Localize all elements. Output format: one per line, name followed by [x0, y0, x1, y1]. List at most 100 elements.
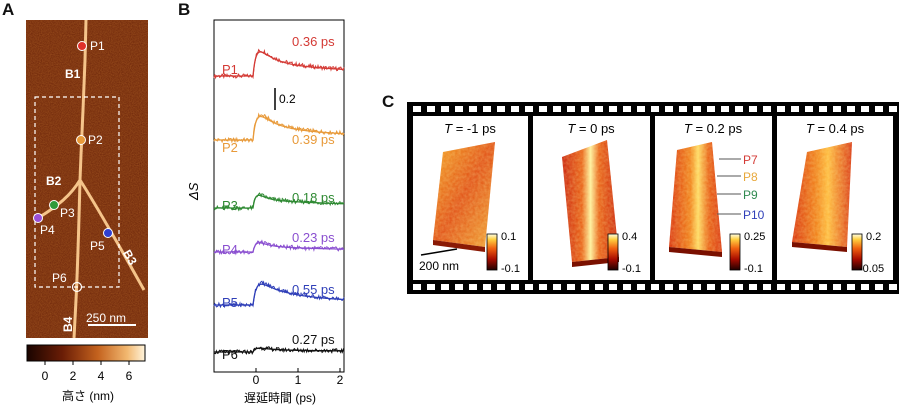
colorbar-frame-2: 0.4 -0.1 — [607, 231, 641, 275]
fit-p4 — [214, 242, 344, 253]
svg-text:P9: P9 — [743, 188, 758, 202]
sprocket-hole — [847, 106, 855, 112]
tau-label-p4: 0.23 ps — [292, 230, 335, 245]
sprocket-hole — [525, 106, 533, 112]
colorbar-label: 高さ (nm) — [62, 388, 114, 403]
sprocket-hole — [483, 106, 491, 112]
cb-bottom: -0.1 — [622, 263, 641, 275]
sprocket-hole — [847, 284, 855, 290]
afm-topography-image: B1 B2 B3 B4 P1 P2 P3 P4 P5 P6 250 nm — [26, 20, 148, 338]
fit-p1 — [214, 51, 344, 77]
sprocket-hole — [427, 106, 435, 112]
fit-p2 — [214, 115, 345, 141]
branch-label-b3: B3 — [120, 247, 140, 268]
pointer-p10: P10 — [717, 208, 765, 222]
surface-t-0-4 — [792, 142, 852, 252]
trace-label-p6: P6 — [222, 347, 238, 362]
colorbar-frame-1: 0.1 -0.1 — [486, 231, 520, 275]
sprocket-hole — [721, 284, 729, 290]
svg-text:P10: P10 — [743, 208, 765, 222]
point-label-p2: P2 — [88, 133, 103, 147]
branch-label-b2: B2 — [46, 174, 62, 188]
sprocket-hole — [889, 106, 897, 112]
sprocket-hole — [651, 106, 659, 112]
sprocket-hole — [889, 284, 897, 290]
sprocket-hole — [749, 284, 757, 290]
sprocket-hole — [637, 106, 645, 112]
sprocket-hole — [609, 284, 617, 290]
trace-label-p2: P2 — [222, 140, 238, 155]
cb-top: 0.25 — [744, 231, 765, 243]
svg-text:P8: P8 — [743, 170, 758, 184]
x-tick-label: 2 — [337, 373, 344, 387]
amplitude-scalebar-label: 0.2 — [279, 92, 296, 106]
pointer-p8: P8 — [717, 170, 758, 184]
sprocket-hole — [679, 284, 687, 290]
sprocket-hole — [735, 284, 743, 290]
sprocket-hole — [721, 106, 729, 112]
sprocket-hole — [833, 106, 841, 112]
sprocket-hole — [497, 284, 505, 290]
colorbar-tick: 0 — [42, 369, 49, 383]
x-tick-label: 0 — [253, 373, 260, 387]
sprocket-hole — [637, 284, 645, 290]
sprocket-hole — [455, 106, 463, 112]
trace-label-p1: P1 — [222, 62, 238, 77]
surface-t-minus-1 — [433, 142, 495, 252]
sprocket-hole — [623, 106, 631, 112]
sprocket-hole — [623, 284, 631, 290]
point-marker-p1 — [77, 41, 87, 51]
zoom-region-box — [34, 96, 120, 288]
point-label-p4: P4 — [40, 223, 55, 237]
trace-label-p4: P4 — [222, 242, 238, 257]
sprocket-hole — [567, 284, 575, 290]
sprocket-hole — [595, 106, 603, 112]
sprocket-hole — [791, 106, 799, 112]
colorbar-tick: 6 — [126, 369, 133, 383]
sprocket-hole — [749, 106, 757, 112]
sprocket-hole — [609, 106, 617, 112]
sprocket-hole — [833, 284, 841, 290]
point-label-p3: P3 — [60, 206, 75, 220]
sprocket-hole — [581, 106, 589, 112]
cb-top: 0.2 — [866, 231, 881, 243]
film-strip: T = -1 ps T = 0 ps T = 0.2 ps T = 0.4 ps… — [407, 102, 899, 294]
sprocket-hole — [553, 284, 561, 290]
wire-b4 — [72, 179, 82, 338]
sprocket-hole — [427, 284, 435, 290]
frame-title-t-0: T = 0 ps — [567, 121, 615, 136]
sprocket-hole — [805, 106, 813, 112]
point-label-p1: P1 — [90, 39, 105, 53]
sprocket-hole — [441, 284, 449, 290]
sprocket-hole — [665, 106, 673, 112]
sprocket-hole — [581, 284, 589, 290]
sprocket-hole — [483, 284, 491, 290]
x-axis-label: 遅延時間 (ps) — [244, 391, 316, 405]
wire-b2 — [37, 179, 82, 220]
tau-label-p6: 0.27 ps — [292, 332, 335, 347]
sprocket-hole — [539, 284, 547, 290]
svg-text:P7: P7 — [743, 153, 758, 167]
sprocket-hole — [763, 284, 771, 290]
cb-bottom: -0.05 — [859, 263, 884, 275]
pointer-p9: P9 — [717, 188, 758, 202]
sprocket-hole — [819, 106, 827, 112]
surface-t-0-2 — [669, 142, 722, 257]
transient-traces-chart: ΔS 0.2 P1 0.36 ps P2 0.39 ps P3 0.18 ps P4 0.23… — [186, 19, 345, 405]
panel-c-letter: C — [382, 92, 395, 111]
point-marker-p4 — [33, 213, 43, 223]
sprocket-hole — [497, 106, 505, 112]
scalebar-a-label: 250 nm — [86, 311, 126, 325]
sprocket-hole — [539, 106, 547, 112]
fit-p6 — [214, 347, 344, 353]
fit-p5 — [214, 283, 345, 306]
sprocket-hole — [805, 284, 813, 290]
point-label-p5: P5 — [90, 239, 105, 253]
sprocket-hole — [861, 284, 869, 290]
sprocket-hole — [735, 106, 743, 112]
trace-label-p3: P3 — [222, 198, 238, 213]
sprocket-hole — [763, 106, 771, 112]
sprocket-hole — [861, 106, 869, 112]
plot-frame — [213, 19, 345, 373]
sprocket-hole — [469, 284, 477, 290]
